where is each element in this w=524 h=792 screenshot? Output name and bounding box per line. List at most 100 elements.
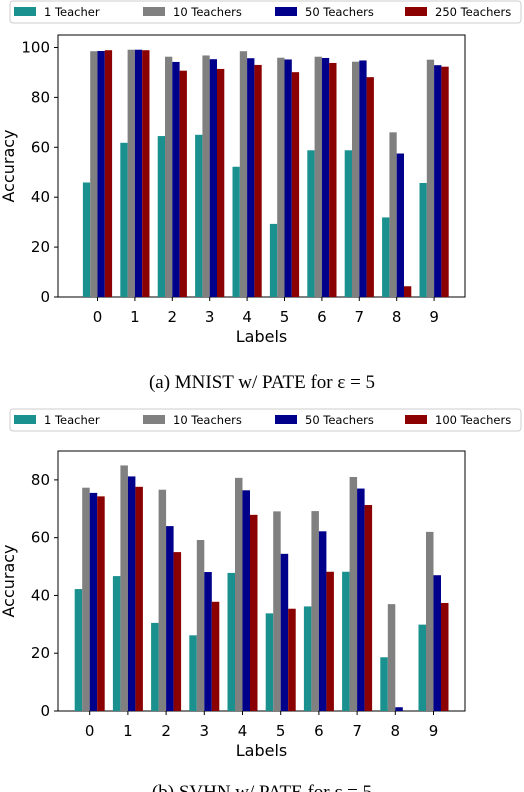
y-tick-label: 20 (31, 238, 50, 256)
legend-swatch-2 (275, 7, 297, 16)
legend-swatch-0 (14, 415, 36, 424)
bar-10-teachers-6 (311, 511, 319, 711)
bar-50-teachers-8 (396, 153, 404, 297)
legend: 1 Teacher 10 Teachers 50 Teachers 250 Teach… (9, 0, 522, 24)
x-tick-label: 3 (200, 722, 210, 740)
bar-50-teachers-8 (395, 707, 403, 711)
legend-swatch-3 (405, 7, 427, 16)
y-tick-label: 60 (31, 138, 50, 156)
bar-1-teacher-4 (227, 572, 235, 711)
bar-1-teacher-9 (418, 624, 426, 711)
x-tick-label: 4 (238, 722, 248, 740)
y-tick-label: 0 (40, 288, 50, 306)
bar-1-teacher-8 (382, 217, 390, 297)
bar-250-teachers-5 (291, 72, 300, 298)
bar-250-teachers-3 (217, 68, 225, 297)
bar-50-teachers-2 (166, 526, 174, 711)
chart-panel-b: 1 Teacher 10 Teachers 50 Teachers 100 Teach… (0, 408, 522, 792)
bar-10-teachers-4 (235, 477, 243, 711)
bar-250-teachers-9 (441, 66, 449, 297)
bar-10-teachers-2 (165, 56, 173, 298)
y-tick-label: 0 (40, 702, 50, 720)
x-tick-label: 9 (429, 722, 439, 740)
x-tick-label: 0 (85, 722, 95, 740)
legend-label-3: 250 Teachers (435, 5, 511, 19)
x-tick-label: 8 (392, 308, 402, 326)
bar-10-teachers-1 (127, 49, 135, 297)
legend-swatch-1 (143, 7, 165, 16)
bar-1-teacher-0 (74, 589, 83, 711)
bar-1-teacher-3 (195, 134, 203, 297)
legend-label-2: 50 Teachers (305, 5, 374, 19)
bar-50-teachers-0 (89, 492, 98, 711)
legend-swatch-2 (275, 415, 297, 424)
y-tick-label: 100 (21, 38, 50, 56)
x-tick-label: 5 (280, 308, 290, 326)
bar-50-teachers-2 (172, 61, 180, 298)
bar-100-teachers-3 (211, 601, 220, 711)
bar-250-teachers-4 (254, 64, 262, 297)
legend-label-3: 100 Teachers (435, 413, 511, 427)
x-tick-label: 1 (123, 722, 133, 740)
bar-50-teachers-3 (204, 572, 212, 711)
y-axis-label: Accuracy (0, 544, 18, 617)
bar-100-teachers-0 (97, 496, 105, 711)
bar-100-teachers-6 (326, 571, 334, 711)
bar-10-teachers-8 (387, 604, 396, 711)
bar-50-teachers-1 (127, 476, 136, 711)
legend-swatch-0 (14, 7, 36, 16)
legend-frame (9, 0, 522, 24)
x-tick-label: 9 (429, 308, 439, 326)
bar-1-teacher-5 (269, 223, 278, 297)
bar-100-teachers-5 (288, 608, 296, 711)
bar-10-teachers-2 (158, 489, 167, 711)
x-axis-label: Labels (236, 741, 288, 760)
plot-frame (57, 450, 466, 712)
bar-250-teachers-1 (142, 50, 150, 297)
bar-50-teachers-9 (434, 65, 442, 297)
x-tick-label: 5 (276, 722, 286, 740)
bar-10-teachers-8 (389, 132, 397, 297)
y-tick-label: 80 (31, 471, 50, 489)
legend-label-2: 50 Teachers (305, 413, 374, 427)
x-tick-label: 0 (93, 308, 103, 326)
bar-10-teachers-0 (82, 487, 90, 711)
x-tick-label: 6 (317, 308, 327, 326)
bar-10-teachers-7 (349, 477, 358, 711)
bar-50-teachers-3 (209, 59, 217, 298)
bar-50-teachers-6 (321, 57, 330, 298)
y-tick-label: 40 (31, 188, 50, 206)
legend-swatch-3 (405, 415, 427, 424)
bar-100-teachers-1 (135, 486, 143, 711)
x-tick-label: 2 (168, 308, 178, 326)
bar-10-teachers-4 (239, 51, 248, 297)
x-tick-label: 8 (391, 722, 401, 740)
figure-caption: (b) SVHN w/ PATE for ε = 5 (152, 782, 372, 792)
bar-50-teachers-4 (247, 58, 255, 298)
legend-frame (9, 408, 522, 432)
bar-1-teacher-1 (112, 576, 121, 711)
x-tick-label: 4 (242, 308, 252, 326)
bar-10-teachers-3 (196, 539, 205, 711)
figure-caption: (a) MNIST w/ PATE for ε = 5 (149, 372, 375, 393)
bar-10-teachers-9 (426, 531, 434, 711)
bar-1-teacher-6 (307, 150, 315, 297)
bar-1-teacher-3 (189, 635, 197, 711)
bar-50-teachers-1 (134, 49, 143, 297)
bar-1-teacher-9 (419, 182, 427, 297)
y-tick-label: 60 (31, 529, 50, 547)
chart-panel-a: 1 Teacher 10 Teachers 50 Teachers 250 Teach… (0, 0, 522, 393)
bar-10-teachers-1 (120, 465, 128, 711)
bar-50-teachers-7 (357, 488, 365, 711)
bar-1-teacher-2 (157, 136, 165, 297)
y-axis-label: Accuracy (0, 129, 18, 202)
y-tick-label: 40 (31, 586, 50, 604)
bar-1-teacher-5 (265, 613, 274, 711)
bar-50-teachers-0 (97, 50, 105, 297)
bar-50-teachers-6 (318, 531, 327, 711)
legend-label-1: 10 Teachers (173, 5, 242, 19)
x-tick-label: 2 (161, 722, 171, 740)
bar-1-teacher-8 (380, 657, 388, 711)
legend: 1 Teacher 10 Teachers 50 Teachers 100 Teach… (9, 408, 522, 432)
bar-250-teachers-8 (404, 286, 412, 297)
